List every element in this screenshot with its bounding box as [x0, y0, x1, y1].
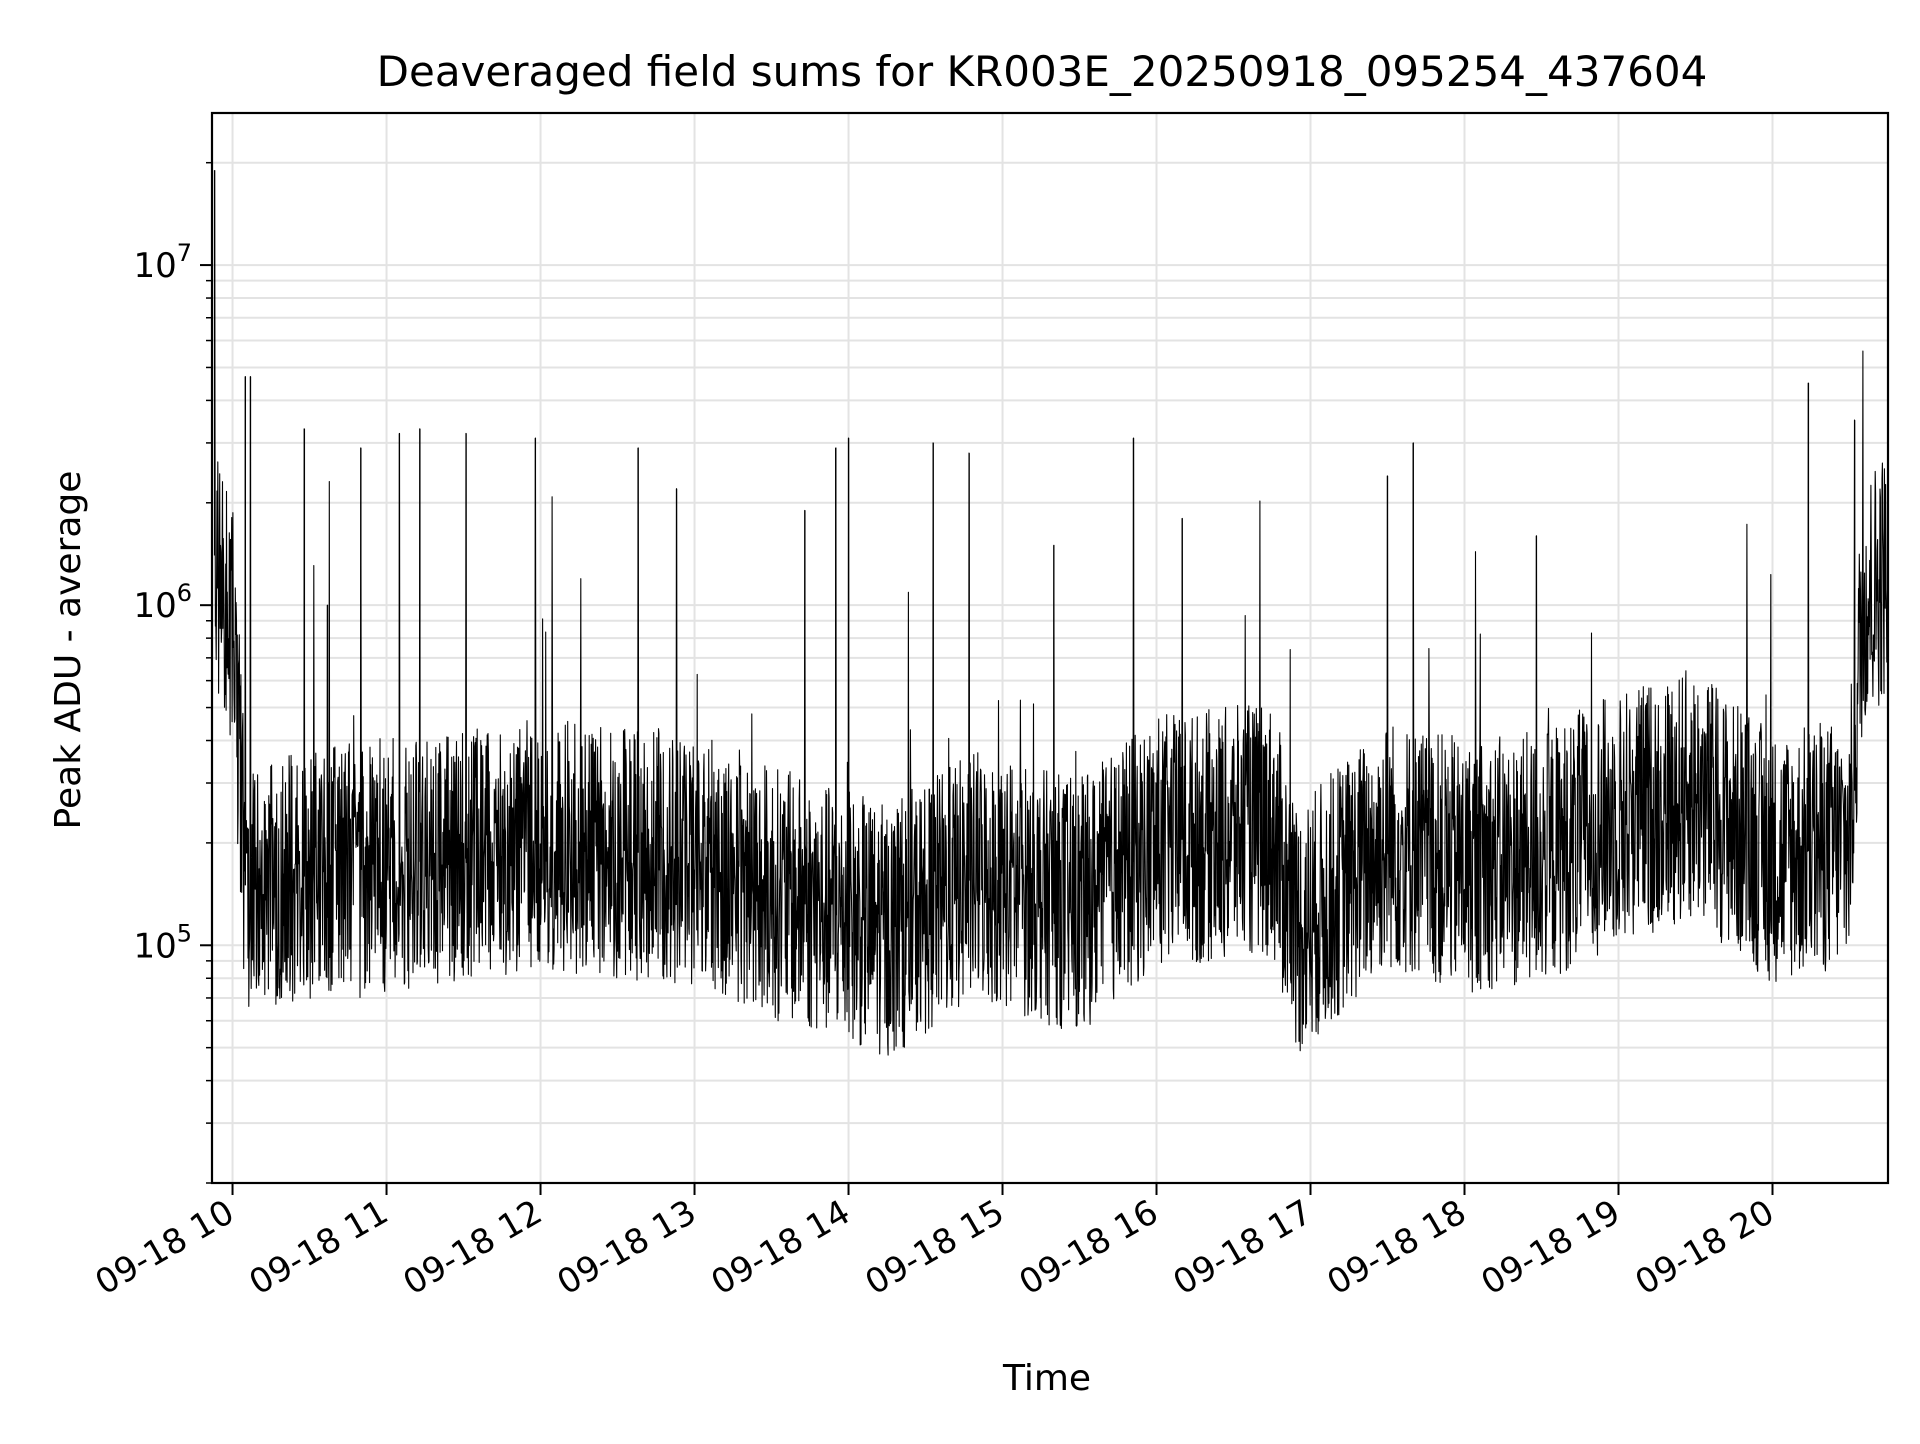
x-tick-label: 09-18 16 [1013, 1192, 1165, 1303]
x-tick-label: 09-18 11 [243, 1192, 395, 1303]
x-axis-label: Time [1002, 1358, 1091, 1399]
y-tick-label: 106 [133, 579, 192, 626]
y-axis-ticks: 105 106 107 [133, 161, 212, 1184]
x-tick-label: 09-18 12 [397, 1192, 549, 1303]
x-tick-label: 09-18 19 [1475, 1192, 1627, 1303]
y-tick-label: 107 [133, 239, 192, 286]
x-tick-label: 09-18 13 [551, 1192, 703, 1303]
x-tick-label: 09-18 17 [1167, 1192, 1319, 1303]
chart-title: Deaveraged field sums for KR003E_2025091… [377, 47, 1708, 96]
series-line [214, 170, 1889, 1056]
x-tick-label: 09-18 20 [1629, 1192, 1781, 1303]
x-axis-ticks: 09-18 10 09-18 11 09-18 12 09-18 13 09-18 14… [89, 1183, 1781, 1303]
x-tick-label: 09-18 10 [89, 1192, 241, 1303]
y-tick-label: 105 [133, 919, 192, 966]
y-axis-label: Peak ADU - average [48, 471, 89, 830]
x-tick-label: 09-18 15 [859, 1192, 1011, 1303]
x-tick-label: 09-18 14 [705, 1192, 857, 1303]
grid [212, 113, 1888, 1184]
x-tick-label: 09-18 18 [1321, 1192, 1473, 1303]
plot-frame [210, 111, 1890, 1185]
data-series [213, 170, 1889, 1056]
